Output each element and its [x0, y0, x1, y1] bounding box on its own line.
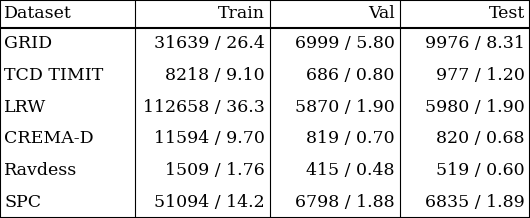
Text: GRID: GRID [4, 35, 52, 52]
Text: 6999 / 5.80: 6999 / 5.80 [295, 35, 395, 52]
Text: 820 / 0.68: 820 / 0.68 [436, 130, 525, 147]
Text: Val: Val [368, 5, 395, 22]
Text: 1509 / 1.76: 1509 / 1.76 [165, 162, 265, 179]
Text: 519 / 0.60: 519 / 0.60 [436, 162, 525, 179]
Text: 6798 / 1.88: 6798 / 1.88 [295, 194, 395, 211]
Text: 5870 / 1.90: 5870 / 1.90 [295, 99, 395, 116]
Text: Train: Train [218, 5, 265, 22]
Text: CREMA-D: CREMA-D [4, 130, 94, 147]
Text: LRW: LRW [4, 99, 47, 116]
Text: SPC: SPC [4, 194, 41, 211]
Text: 9976 / 8.31: 9976 / 8.31 [425, 35, 525, 52]
Text: 112658 / 36.3: 112658 / 36.3 [143, 99, 265, 116]
Text: 415 / 0.48: 415 / 0.48 [306, 162, 395, 179]
Text: 5980 / 1.90: 5980 / 1.90 [425, 99, 525, 116]
Text: Dataset: Dataset [4, 5, 72, 22]
Text: 31639 / 26.4: 31639 / 26.4 [154, 35, 265, 52]
Text: Ravdess: Ravdess [4, 162, 77, 179]
Text: 6835 / 1.89: 6835 / 1.89 [425, 194, 525, 211]
Text: 686 / 0.80: 686 / 0.80 [306, 67, 395, 84]
Text: 51094 / 14.2: 51094 / 14.2 [154, 194, 265, 211]
Text: Test: Test [489, 5, 525, 22]
Text: 819 / 0.70: 819 / 0.70 [306, 130, 395, 147]
Text: 11594 / 9.70: 11594 / 9.70 [154, 130, 265, 147]
Text: 8218 / 9.10: 8218 / 9.10 [165, 67, 265, 84]
Text: TCD TIMIT: TCD TIMIT [4, 67, 103, 84]
Text: 977 / 1.20: 977 / 1.20 [436, 67, 525, 84]
